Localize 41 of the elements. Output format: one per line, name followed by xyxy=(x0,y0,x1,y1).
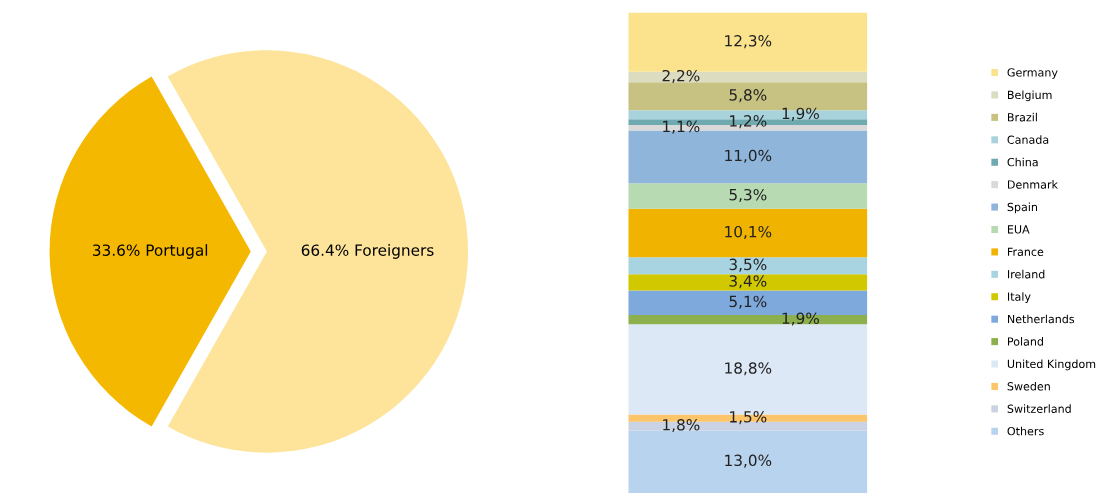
data-label: 1,8% xyxy=(663,418,700,433)
bar xyxy=(628,208,868,258)
legend-label: Italy xyxy=(1007,292,1031,303)
data-label: 10,1% xyxy=(725,225,772,240)
legend-label: Netherlands xyxy=(1007,314,1075,324)
legend-label: Spain xyxy=(1007,202,1037,214)
legend-label: Sweden xyxy=(1007,381,1050,391)
legend-label: France xyxy=(1007,247,1044,256)
legend-label: China xyxy=(1007,157,1038,167)
data-label: 3,4% xyxy=(729,275,767,289)
legend-label: Canada xyxy=(1007,135,1049,144)
legend-label: Germany xyxy=(1007,68,1058,79)
legend-label: Brazil xyxy=(1007,112,1037,122)
legend-label: Switzerland xyxy=(1007,404,1071,413)
legend-label: Denmark xyxy=(1007,180,1058,189)
data-label: 2,2% xyxy=(662,69,700,83)
data-label: 11,0% xyxy=(725,149,772,163)
legend-label: EUA xyxy=(1007,225,1030,234)
data-label: 18,8% xyxy=(725,362,772,376)
data-label: 5,1% xyxy=(729,295,767,309)
bar xyxy=(628,12,868,72)
slice-label: 66.4% Foreigners xyxy=(301,244,434,259)
legend-label: Others xyxy=(1007,426,1044,436)
bar xyxy=(628,430,868,493)
data-label: 1,9% xyxy=(782,107,819,121)
legend-label: Belgium xyxy=(1007,90,1052,102)
bar xyxy=(628,274,868,291)
data-label: 1,5% xyxy=(730,411,767,425)
bar xyxy=(628,71,868,83)
legend-label: Poland xyxy=(1007,337,1043,346)
legend-label: Ireland xyxy=(1007,269,1045,279)
legend-label: United Kingdom xyxy=(1007,359,1096,371)
data-label: 3,5% xyxy=(729,258,767,272)
bar xyxy=(628,257,868,275)
data-label: 1,9% xyxy=(782,312,819,326)
data-label: 12,3% xyxy=(725,35,772,49)
bar xyxy=(628,183,868,209)
data-label: 13,0% xyxy=(725,454,772,468)
data-label: 5,8% xyxy=(729,89,767,103)
data-label: 5,3% xyxy=(729,188,767,203)
slice-label: 33.6% Portugal xyxy=(93,244,208,259)
